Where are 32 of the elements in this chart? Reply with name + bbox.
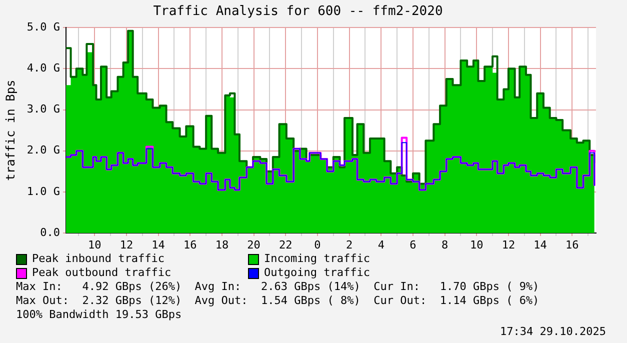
x-tick-label: 8 — [441, 238, 448, 252]
x-tick-label: 6 — [410, 238, 416, 252]
x-tick-label: 16 — [566, 238, 579, 252]
x-tick-label: 18 — [215, 238, 229, 252]
x-tick-label: 14 — [152, 238, 166, 252]
y-tick-label: 0.0 — [40, 226, 60, 239]
text: Max In: 4.92 GBps (26%) Avg In: 2.63 GBps (14%) Cur In: 1.70 GBps ( 9%) — [16, 280, 540, 294]
x-tick-label: 14 — [534, 238, 548, 252]
x-tick-label: 0 — [314, 238, 321, 252]
x-tick-label: 10 — [88, 238, 102, 252]
series-label: Incoming traffic — [263, 252, 371, 266]
x-tick-label: 12 — [120, 238, 134, 252]
x-tick-label: 2 — [346, 238, 353, 252]
legend-label: Peak outbound traffic — [31, 266, 172, 280]
x-tick-label: 22 — [279, 238, 292, 252]
y-tick-label: 1.0 G — [26, 184, 60, 198]
text: 100% Bandwidth 19.53 GBps — [16, 308, 183, 322]
y-tick-label: 4.0 G — [26, 62, 60, 75]
legend-label: Peak inbound traffic — [31, 252, 166, 266]
x-tick-label: 20 — [247, 238, 260, 252]
x-tick-label: 4 — [378, 238, 385, 252]
x-tick-label: 10 — [470, 238, 484, 252]
y-tick-label: 5.0 G — [26, 20, 60, 34]
y-tick-label: 2.0 G — [26, 144, 60, 157]
y-tick-label: 3.0 G — [26, 102, 60, 116]
legend-label: Outgoing traffic — [263, 266, 371, 280]
x-tick-label: 12 — [502, 238, 516, 252]
y-axis-title: traffic in Bps — [3, 80, 18, 181]
text: Max Out: 2.32 GBps (12%) Avg Out: 1.54 GBps ( 8%) Cur Out: 1.14 GBps ( 6%) — [16, 294, 540, 308]
x-tick-label: 16 — [184, 238, 197, 252]
chart-title: Traffic Analysis for 600 -- ffm2-2020 — [153, 4, 443, 20]
text: 17:34 29.10.2025 — [499, 325, 606, 339]
